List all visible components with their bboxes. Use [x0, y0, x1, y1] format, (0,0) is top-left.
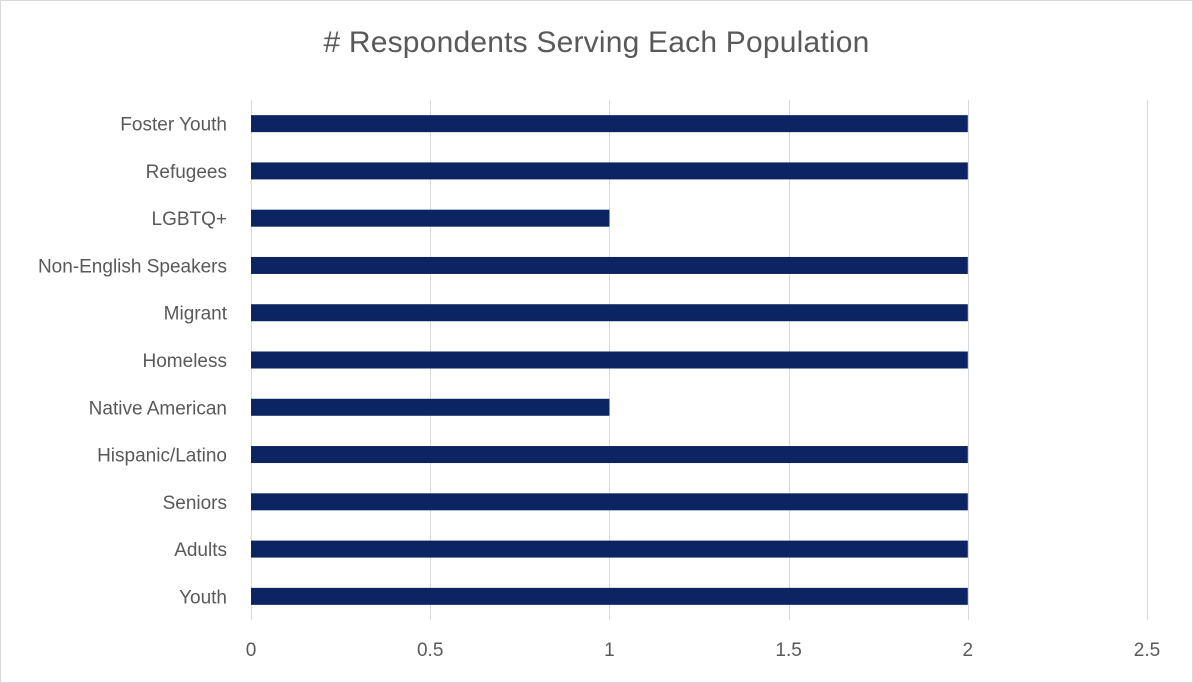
bar — [251, 304, 968, 322]
bars — [251, 115, 968, 605]
category-label: Refugees — [146, 162, 227, 183]
x-tick-label: 2 — [963, 640, 974, 661]
x-tick-label: 0 — [246, 640, 257, 661]
category-labels: Youth Adults Seniors Hispanic/Latino Native … — [38, 115, 228, 609]
x-tick-label: 1 — [604, 640, 615, 661]
category-label: Native American — [89, 398, 227, 419]
x-tick-labels: 0 0.5 1 1.5 2 2.5 — [246, 640, 1161, 661]
category-label: Adults — [174, 540, 227, 561]
category-label: LGBTQ+ — [152, 209, 228, 230]
bar — [251, 587, 968, 605]
bar — [251, 115, 968, 133]
x-tick-label: 2.5 — [1134, 640, 1160, 661]
bar — [251, 162, 968, 180]
category-label: Seniors — [163, 493, 227, 514]
x-tick-label: 0.5 — [417, 640, 443, 661]
chart-title: # Respondents Serving Each Population — [323, 26, 870, 59]
bar — [251, 256, 968, 274]
category-label: Hispanic/Latino — [97, 446, 227, 467]
x-tick-label: 1.5 — [775, 640, 801, 661]
category-label: Migrant — [164, 304, 228, 325]
bar — [251, 540, 968, 558]
bar — [251, 351, 968, 369]
bar — [251, 493, 968, 511]
category-label: Homeless — [143, 351, 227, 372]
bar — [251, 209, 610, 227]
bar — [251, 398, 610, 416]
category-label: Non-English Speakers — [38, 256, 227, 277]
category-label: Foster Youth — [120, 115, 227, 136]
bar — [251, 446, 968, 464]
category-label: Youth — [179, 587, 227, 608]
